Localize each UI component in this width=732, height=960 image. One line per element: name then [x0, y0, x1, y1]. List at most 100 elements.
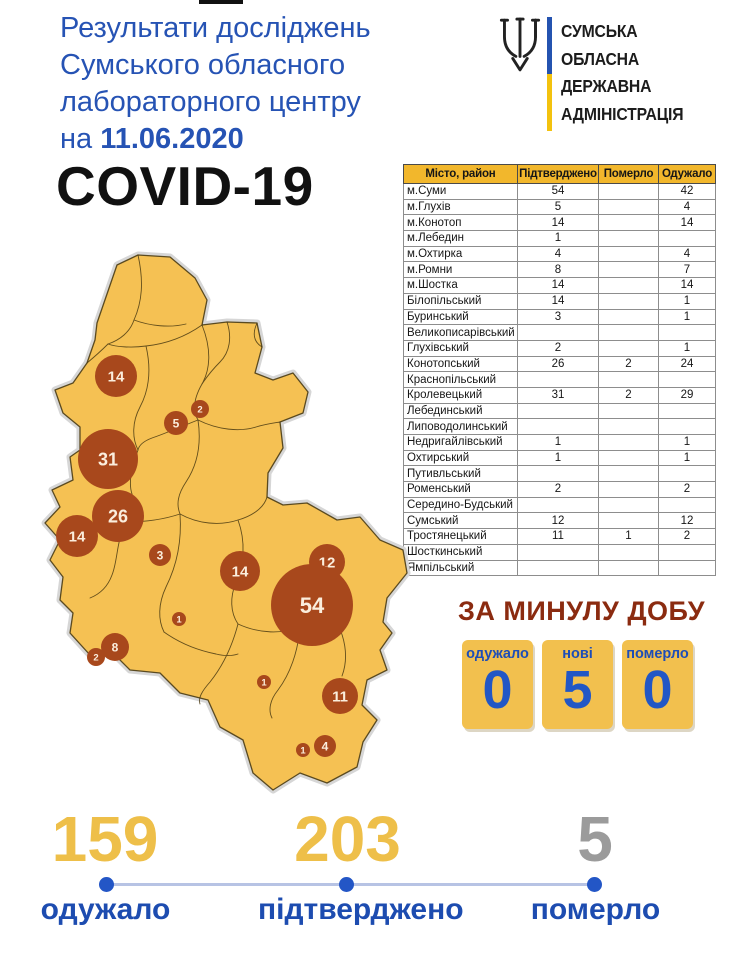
stats-table: Місто, район Підтверджено Померло Одужало м… [403, 164, 716, 577]
daily-card-value: 5 [562, 660, 593, 720]
map-bubble [220, 551, 260, 591]
column-header: Місто, район [403, 164, 518, 184]
stats-table-head: Місто, район Підтверджено Померло Одужало [403, 164, 716, 184]
daily-card-recovered: одужало 0 [462, 640, 533, 729]
map-bubble [322, 678, 358, 714]
table-row: Тростянецький 11 1 2 [403, 528, 716, 545]
count-cell [598, 277, 659, 294]
count-cell [658, 465, 716, 483]
table-row: м.Ромни 8 7 [403, 261, 716, 279]
district-name-cell: м.Лебедин [403, 230, 518, 247]
count-cell: 14 [658, 214, 716, 232]
count-cell: 4 [658, 198, 716, 216]
count-cell [658, 418, 716, 435]
district-name-cell: Тростянецький [403, 528, 518, 545]
count-cell: 54 [517, 183, 599, 200]
org-line-1: СУМСЬКА [561, 21, 638, 41]
total-died-value: 5 [577, 803, 613, 875]
table-row: Охтирський 1 1 [403, 449, 716, 467]
count-cell [517, 402, 599, 420]
count-cell: 7 [658, 261, 716, 279]
report-date: 11.06.2020 [100, 123, 244, 155]
total-recovered-value: 159 [51, 803, 159, 875]
table-row: Лебединський [403, 402, 716, 420]
map-bubble [149, 544, 171, 566]
count-cell: 12 [517, 512, 599, 530]
count-cell: 4 [658, 245, 716, 263]
count-cell [598, 183, 659, 200]
count-cell: 24 [658, 355, 716, 373]
daily-card-new: нові 5 [542, 640, 613, 729]
map-bubble-value: 1 [300, 745, 306, 756]
map-bubble [164, 411, 188, 435]
count-cell: 1 [658, 292, 716, 310]
map-bubble-value: 14 [232, 563, 249, 580]
count-cell: 1 [517, 434, 599, 451]
count-cell: 2 [598, 355, 659, 373]
count-cell: 2 [517, 339, 599, 357]
district-name-cell: Роменський [403, 481, 518, 498]
count-cell [598, 496, 659, 514]
count-cell [517, 543, 599, 561]
district-name-cell: Конотопський [403, 355, 518, 373]
map-bubble [101, 633, 129, 661]
daily-card-died: померло 0 [622, 640, 693, 729]
count-cell: 14 [517, 292, 599, 310]
table-row: Липоводолинський [403, 418, 716, 435]
count-cell: 5 [517, 198, 599, 216]
district-name-cell: Сумський [403, 512, 518, 530]
map-bubble [92, 490, 144, 542]
map-bubble [95, 355, 137, 397]
table-row: Ямпільський [403, 559, 716, 577]
count-cell [658, 324, 716, 341]
flag-divider [547, 17, 552, 131]
map-bubble-value: 11 [332, 688, 348, 705]
count-cell: 14 [517, 277, 599, 294]
org-line-3: ДЕРЖАВНА [561, 76, 652, 96]
title-line-3: лабораторного центру [60, 86, 361, 118]
count-cell [598, 449, 659, 467]
table-row: Великописарівський [403, 324, 716, 341]
count-cell [517, 559, 599, 577]
trident-icon [499, 17, 541, 72]
map-bubble [296, 743, 310, 757]
map-bubble-value: 14 [69, 528, 86, 545]
count-cell [598, 465, 659, 483]
district-name-cell: Кролевецький [403, 386, 518, 404]
table-row: Середино-Будський [403, 496, 716, 514]
count-cell [598, 512, 659, 530]
column-header: Померло [598, 164, 659, 184]
district-name-cell: Охтирський [403, 449, 518, 467]
date-prefix: на [60, 123, 101, 155]
count-cell [658, 496, 716, 514]
count-cell: 1 [658, 434, 716, 451]
count-cell [517, 418, 599, 435]
map-bubble-value: 2 [197, 404, 202, 415]
covid-heading: COVID-19 [56, 155, 314, 217]
count-cell [658, 371, 716, 388]
district-name-cell: м.Суми [403, 183, 518, 200]
district-name-cell: м.Шостка [403, 277, 518, 294]
daily-title: ЗА МИНУЛУ ДОБУ [458, 596, 706, 626]
table-row: Кролевецький 31 2 29 [403, 386, 716, 404]
count-cell: 1 [517, 449, 599, 467]
district-name-cell: Краснопільський [403, 371, 518, 388]
count-cell [598, 261, 659, 279]
daily-card-label: нові [562, 646, 593, 662]
map-bubble-value: 5 [173, 416, 180, 430]
count-cell [658, 543, 716, 561]
count-cell: 2 [517, 481, 599, 498]
count-cell [598, 402, 659, 420]
count-cell: 12 [658, 512, 716, 530]
count-cell: 14 [658, 277, 716, 294]
count-cell [658, 559, 716, 577]
stats-table-body: м.Суми 54 42 м.Глухів 5 4 м.Конотоп 14 14 м.Лебед… [403, 183, 716, 577]
column-header: Підтверджено [517, 164, 599, 184]
table-row: Білопільський 14 1 [403, 292, 716, 310]
table-row: Роменський 2 2 [403, 481, 716, 498]
count-cell: 2 [658, 481, 716, 498]
district-name-cell: Лебединський [403, 402, 518, 420]
count-cell [598, 292, 659, 310]
